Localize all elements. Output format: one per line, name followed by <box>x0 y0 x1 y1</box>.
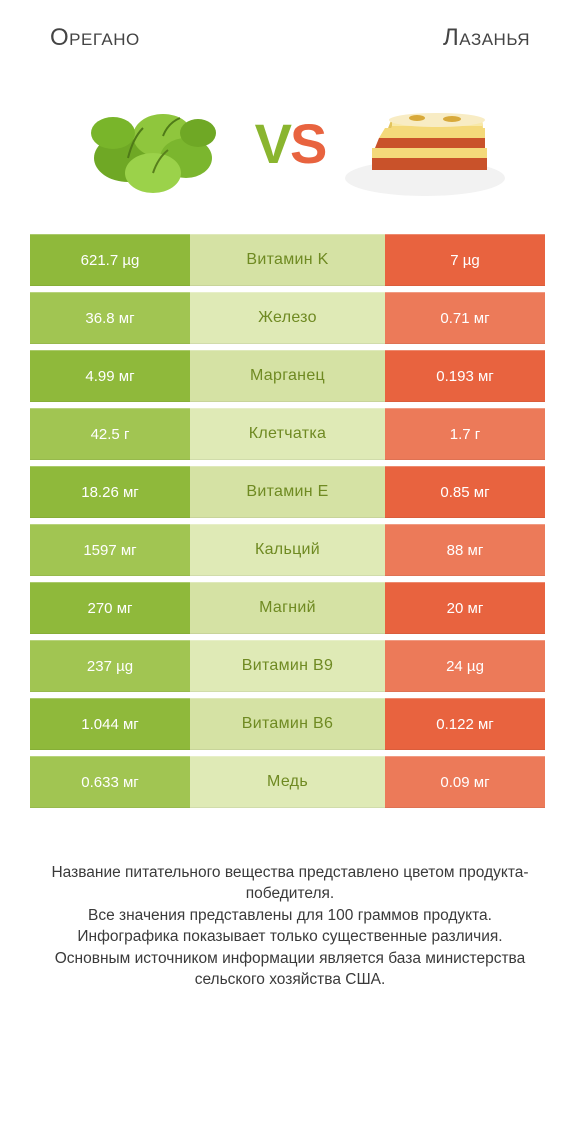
oregano-image <box>68 78 243 208</box>
left-value: 237 µg <box>30 640 190 692</box>
left-value: 18.26 мг <box>30 466 190 518</box>
nutrient-name: Клетчатка <box>190 408 385 460</box>
footer-line: Основным источником информации является … <box>30 948 550 991</box>
footer-line: Инфографика показывает только существенн… <box>30 926 550 947</box>
table-row: 1.044 мгВитамин B60.122 мг <box>30 698 550 750</box>
right-value: 7 µg <box>385 234 545 286</box>
comparison-table: 621.7 µgВитамин K7 µg 36.8 мгЖелезо0.71 м… <box>0 234 580 808</box>
right-value: 0.85 мг <box>385 466 545 518</box>
vs-s: S <box>290 112 325 175</box>
right-value: 0.71 мг <box>385 292 545 344</box>
table-row: 36.8 мгЖелезо0.71 мг <box>30 292 550 344</box>
footer-notes: Название питательного вещества представл… <box>0 814 580 990</box>
table-row: 4.99 мгМарганец0.193 мг <box>30 350 550 402</box>
left-value: 4.99 мг <box>30 350 190 402</box>
table-row: 42.5 гКлетчатка1.7 г <box>30 408 550 460</box>
left-value: 42.5 г <box>30 408 190 460</box>
nutrient-name: Витамин E <box>190 466 385 518</box>
right-value: 24 µg <box>385 640 545 692</box>
lasagna-image <box>337 78 512 208</box>
nutrient-name: Магний <box>190 582 385 634</box>
images-row: VS <box>0 62 580 234</box>
product-right-title: Лазанья <box>443 24 530 52</box>
nutrient-name: Витамин B6 <box>190 698 385 750</box>
table-row: 18.26 мгВитамин E0.85 мг <box>30 466 550 518</box>
footer-line: Все значения представлены для 100 граммо… <box>30 905 550 926</box>
right-value: 0.193 мг <box>385 350 545 402</box>
right-value: 0.09 мг <box>385 756 545 808</box>
right-value: 0.122 мг <box>385 698 545 750</box>
table-row: 0.633 мгМедь0.09 мг <box>30 756 550 808</box>
right-value: 88 мг <box>385 524 545 576</box>
nutrient-name: Витамин B9 <box>190 640 385 692</box>
left-value: 36.8 мг <box>30 292 190 344</box>
vs-label: VS <box>255 111 326 176</box>
vs-v: V <box>255 112 290 175</box>
left-value: 1.044 мг <box>30 698 190 750</box>
table-row: 1597 мгКальций88 мг <box>30 524 550 576</box>
table-row: 621.7 µgВитамин K7 µg <box>30 234 550 286</box>
header: Oрегано Лазанья <box>0 0 580 62</box>
nutrient-name: Кальций <box>190 524 385 576</box>
nutrient-name: Марганец <box>190 350 385 402</box>
right-value: 20 мг <box>385 582 545 634</box>
right-value: 1.7 г <box>385 408 545 460</box>
left-value: 270 мг <box>30 582 190 634</box>
left-value: 0.633 мг <box>30 756 190 808</box>
table-row: 270 мгМагний20 мг <box>30 582 550 634</box>
product-left-title: Oрегано <box>50 24 140 52</box>
table-row: 237 µgВитамин B924 µg <box>30 640 550 692</box>
nutrient-name: Железо <box>190 292 385 344</box>
nutrient-name: Витамин K <box>190 234 385 286</box>
left-value: 1597 мг <box>30 524 190 576</box>
footer-line: Название питательного вещества представл… <box>30 862 550 905</box>
left-value: 621.7 µg <box>30 234 190 286</box>
nutrient-name: Медь <box>190 756 385 808</box>
